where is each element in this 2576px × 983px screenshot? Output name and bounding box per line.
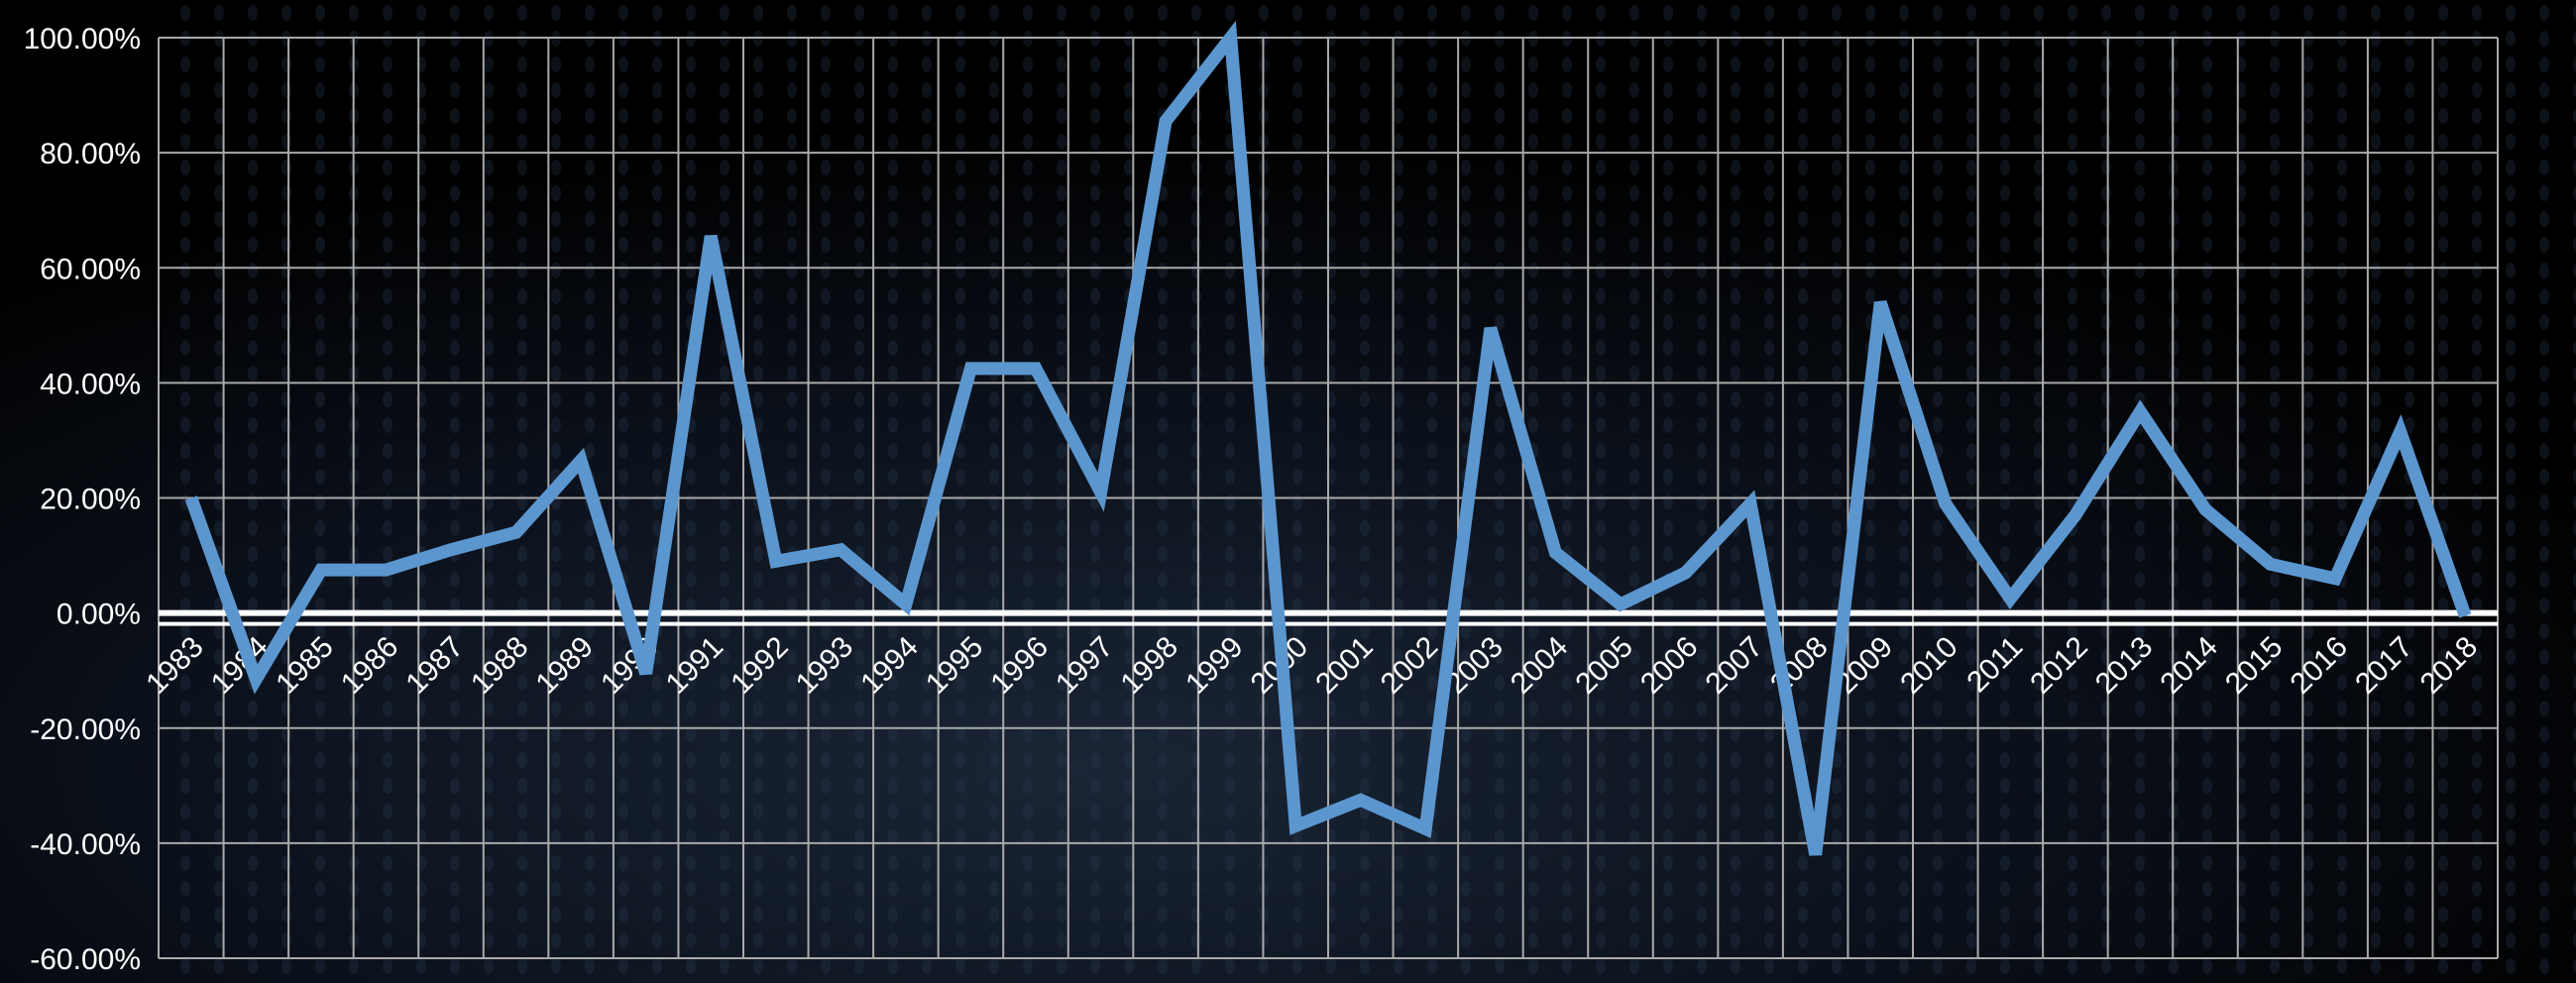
grid bbox=[158, 37, 2499, 959]
series bbox=[184, 20, 2472, 856]
background-pattern bbox=[159, 0, 2576, 983]
y-tick-label: -40.00% bbox=[30, 828, 141, 861]
y-tick-label: 100.00% bbox=[24, 23, 141, 55]
y-tick-label: 0.00% bbox=[56, 599, 141, 631]
y-tick-label: -60.00% bbox=[30, 943, 141, 976]
series-line bbox=[184, 20, 2472, 856]
y-tick-label: 40.00% bbox=[40, 368, 141, 400]
zero-axis bbox=[159, 609, 2498, 626]
y-tick-label: 80.00% bbox=[40, 138, 141, 170]
y-tick-label: 60.00% bbox=[40, 253, 141, 285]
y-tick-label: -20.00% bbox=[30, 713, 141, 746]
y-axis-tick-labels: 100.00% 80.00% 60.00% 40.00% 20.00% 0.00% -20.… bbox=[24, 23, 141, 976]
y-tick-label: 20.00% bbox=[40, 484, 141, 516]
